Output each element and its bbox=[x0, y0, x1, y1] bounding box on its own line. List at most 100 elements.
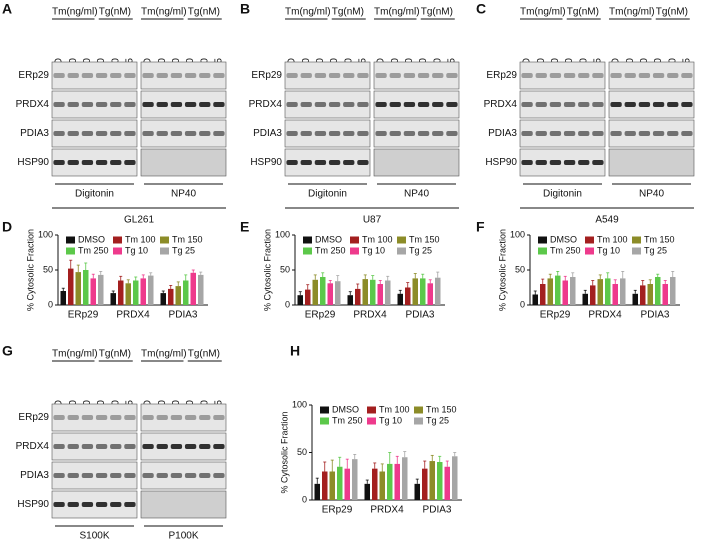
treatment-label: Tg(nM) bbox=[99, 349, 131, 360]
blot-band bbox=[124, 73, 136, 78]
panel-letter: G bbox=[2, 343, 13, 359]
blot-band bbox=[563, 73, 576, 78]
legend-label: Tg 10 bbox=[362, 245, 385, 255]
row-label: HSP90 bbox=[250, 157, 282, 168]
legend-label: Tg 10 bbox=[597, 245, 620, 255]
bar bbox=[422, 468, 428, 500]
blot-band bbox=[213, 73, 225, 78]
bar bbox=[597, 279, 603, 305]
blot-band bbox=[300, 131, 312, 136]
legend-swatch bbox=[113, 247, 122, 255]
bar bbox=[305, 289, 311, 305]
treatment-label: Tm(ng/ml) bbox=[52, 7, 98, 18]
row-label: PDIA3 bbox=[20, 470, 49, 481]
blot-band bbox=[95, 502, 108, 507]
legend-label: Tm 100 bbox=[597, 234, 628, 244]
fraction-label: NP40 bbox=[639, 189, 664, 200]
bar bbox=[632, 293, 638, 305]
blot-band bbox=[286, 131, 298, 136]
legend-label: Tg 25 bbox=[644, 245, 667, 255]
blot-strip bbox=[51, 90, 138, 119]
blot-band bbox=[110, 102, 122, 107]
legend-label: DMSO bbox=[332, 404, 359, 414]
row-label: ERp29 bbox=[18, 70, 49, 81]
blot-band bbox=[95, 102, 108, 107]
blot-band bbox=[549, 160, 562, 165]
blot-band bbox=[578, 131, 590, 136]
blot-band bbox=[110, 415, 122, 420]
blot-band bbox=[357, 131, 369, 136]
blot-band bbox=[314, 73, 327, 78]
blot-band bbox=[592, 131, 604, 136]
x-tick-label: ERp29 bbox=[540, 310, 571, 321]
blot-band bbox=[142, 131, 154, 136]
blot-strip bbox=[140, 61, 227, 90]
blot-band bbox=[199, 473, 211, 478]
blot-band bbox=[624, 131, 636, 136]
blot-band bbox=[184, 73, 197, 78]
blot-band bbox=[95, 415, 108, 420]
y-tick-label: 0 bbox=[520, 299, 525, 309]
blot-band bbox=[81, 131, 94, 136]
blot-band bbox=[184, 473, 197, 478]
row-label: PRDX4 bbox=[16, 99, 50, 110]
blot-band bbox=[300, 73, 312, 78]
bar bbox=[655, 277, 661, 305]
blot-band bbox=[124, 444, 136, 449]
blot-band bbox=[592, 73, 604, 78]
blot-band bbox=[213, 102, 225, 107]
bar bbox=[379, 471, 385, 500]
bar bbox=[370, 279, 376, 305]
bar bbox=[387, 463, 393, 500]
legend-swatch bbox=[350, 247, 359, 255]
treatment-label: Tm(ng/ml) bbox=[609, 7, 655, 18]
blot-band bbox=[549, 131, 562, 136]
fraction-label: S100K bbox=[79, 531, 109, 542]
row-label: ERp29 bbox=[251, 70, 282, 81]
blot-band bbox=[156, 473, 168, 478]
blot-strip bbox=[140, 90, 227, 119]
bar bbox=[385, 280, 391, 305]
blot-band bbox=[81, 473, 94, 478]
bar bbox=[362, 279, 368, 305]
treatment-label: Tg(nM) bbox=[567, 7, 599, 18]
blot-band bbox=[67, 131, 79, 136]
bar bbox=[344, 468, 350, 500]
blot-band bbox=[124, 415, 136, 420]
blot-band bbox=[328, 160, 341, 165]
bar bbox=[412, 278, 418, 305]
cell-line-label: A549 bbox=[595, 215, 619, 226]
blot-band bbox=[652, 73, 665, 78]
x-tick-label: PRDX4 bbox=[370, 505, 404, 516]
row-label: PRDX4 bbox=[484, 99, 518, 110]
blot-band bbox=[124, 160, 136, 165]
blot-band bbox=[343, 102, 355, 107]
legend-swatch bbox=[320, 406, 329, 414]
blot-band bbox=[328, 73, 341, 78]
x-tick-label: PRDX4 bbox=[588, 310, 622, 321]
blot-band bbox=[95, 473, 108, 478]
blot-band bbox=[170, 415, 183, 420]
blot-band bbox=[328, 131, 341, 136]
blot-band bbox=[213, 415, 225, 420]
legend-label: Tm 150 bbox=[644, 234, 675, 244]
bar bbox=[320, 277, 326, 305]
legend-label: Tm 250 bbox=[550, 245, 581, 255]
blot-band bbox=[110, 73, 122, 78]
blot-band bbox=[328, 102, 341, 107]
blot-band bbox=[110, 473, 122, 478]
blot-band bbox=[53, 131, 65, 136]
y-tick-label: 100 bbox=[510, 229, 525, 239]
legend-label: Tg 25 bbox=[172, 245, 195, 255]
bar bbox=[98, 274, 104, 305]
legend-swatch bbox=[160, 247, 169, 255]
panel-letter: F bbox=[476, 219, 485, 235]
blot-band bbox=[417, 131, 430, 136]
bar bbox=[429, 461, 435, 500]
bar bbox=[582, 293, 588, 305]
bar bbox=[570, 277, 576, 305]
blot-band bbox=[417, 102, 430, 107]
legend-label: Tm 250 bbox=[332, 415, 363, 425]
y-tick-label: 100 bbox=[38, 229, 53, 239]
blot-band bbox=[535, 131, 547, 136]
